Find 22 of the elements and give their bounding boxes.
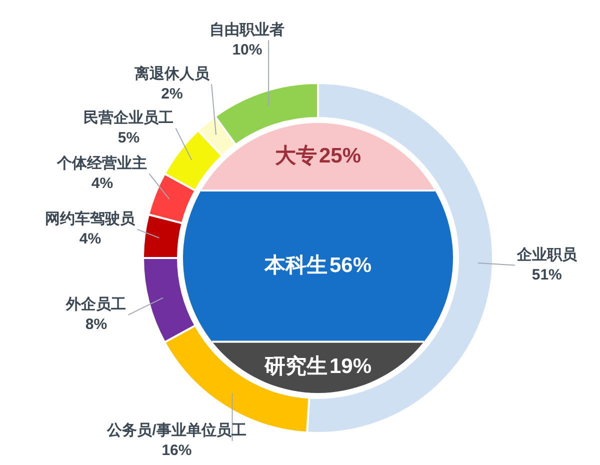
slice-label: 民营企业员工: [84, 109, 174, 126]
data-label: 4%: [91, 174, 114, 192]
data-label: 5%: [118, 129, 140, 146]
data-label: 51%: [532, 266, 562, 284]
data-label: 19%: [329, 355, 372, 378]
data-label: 25%: [318, 144, 362, 168]
slice-label: 网约车驾驶员: [45, 209, 136, 228]
data-label: 4%: [79, 230, 102, 248]
slice-label: 公务员/事业单位员工: [106, 422, 246, 440]
category-label: 本科生: [263, 254, 328, 277]
category-label: 大专: [274, 144, 317, 168]
slice-label: 企业职员: [516, 246, 578, 264]
slice-label: 离退休人员: [134, 64, 211, 82]
slice-label: 个体经营业主: [56, 154, 148, 172]
data-label: 56%: [329, 254, 372, 277]
slice-label: 外企员工: [65, 296, 126, 314]
data-label: 8%: [85, 316, 108, 334]
data-label: 2%: [161, 85, 183, 102]
data-label: 16%: [162, 442, 192, 460]
category-label: 研究生: [263, 354, 328, 378]
data-label: 10%: [232, 41, 262, 58]
slice-label: 自由职业者: [210, 21, 285, 38]
